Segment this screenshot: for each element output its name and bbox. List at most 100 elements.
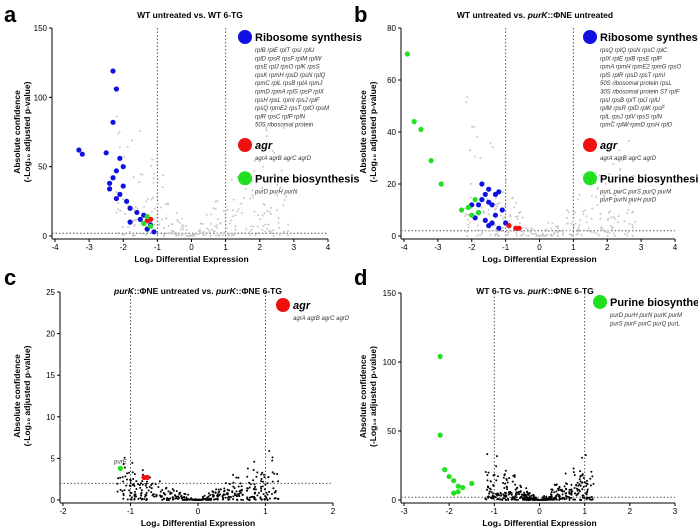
gene-point	[579, 480, 582, 483]
gene-point	[129, 498, 132, 501]
gene-point	[553, 232, 556, 235]
point-purine-biosynthesis	[451, 490, 457, 496]
gene-point	[267, 223, 270, 226]
gene-point	[268, 497, 271, 500]
point-ribosome-synthesis	[492, 212, 499, 218]
gene-point	[590, 230, 593, 233]
gene-point	[153, 495, 156, 498]
gene-point	[588, 230, 591, 233]
gene-point	[600, 146, 603, 149]
gene-point	[144, 233, 147, 236]
gene-point	[230, 178, 233, 181]
gene-point	[264, 223, 267, 226]
gene-point	[138, 232, 141, 235]
gene-point	[187, 498, 190, 501]
gene-point	[551, 222, 554, 225]
gene-point	[140, 491, 143, 494]
gene-point	[585, 498, 588, 501]
gene-point	[518, 222, 521, 225]
gene-point	[490, 491, 493, 494]
gene-point	[145, 482, 148, 485]
gene-point	[141, 483, 144, 486]
gene-point	[626, 211, 629, 214]
point-ribosome-synthesis	[107, 180, 113, 186]
gene-point	[214, 234, 217, 237]
gene-point	[222, 494, 225, 497]
gene-point	[476, 135, 479, 138]
gene-point	[207, 228, 210, 231]
legend-gene-list: rplM rpsR rplD rplK rpsF	[600, 106, 665, 112]
gene-point	[276, 183, 279, 186]
gene-point	[176, 498, 179, 501]
gene-point	[492, 474, 495, 477]
gene-point	[572, 225, 575, 228]
y-tick-label: 50	[38, 163, 47, 172]
y-axis-label: (-Log₁₀ adjusted p-value)	[368, 346, 378, 447]
gene-point	[505, 179, 508, 182]
gene-point	[627, 139, 630, 142]
gene-point	[466, 214, 469, 217]
gene-point	[574, 211, 577, 214]
y-axis-label: Absolute confidence	[12, 90, 22, 174]
gene-point	[592, 482, 595, 485]
gene-point	[214, 225, 217, 228]
gene-point	[159, 206, 162, 209]
x-tick-label: -4	[400, 243, 408, 252]
gene-point	[227, 498, 230, 501]
gene-point	[170, 229, 173, 232]
gene-point	[231, 491, 234, 494]
gene-point	[570, 483, 573, 486]
gene-point	[278, 227, 281, 230]
gene-point	[495, 455, 498, 458]
point-ribosome-synthesis	[486, 186, 492, 192]
gene-point	[124, 212, 127, 215]
gene-point	[551, 488, 554, 491]
gene-point	[489, 480, 492, 483]
gene-point	[515, 496, 518, 499]
gene-point	[608, 231, 611, 234]
gene-point	[576, 489, 579, 492]
legend-gene-list: rpsE rplJ rpsO rplK rpsS	[255, 65, 320, 71]
point-purine-biosynthesis	[455, 489, 461, 495]
gene-point	[143, 498, 146, 501]
gene-point	[147, 489, 150, 492]
gene-point	[191, 234, 194, 237]
gene-point	[122, 198, 125, 201]
gene-point	[138, 181, 141, 184]
gene-point	[252, 479, 255, 482]
gene-point	[232, 485, 235, 488]
title-part: purK	[113, 286, 135, 296]
x-tick-label: -3	[86, 243, 94, 252]
gene-point	[566, 222, 569, 225]
gene-point	[520, 486, 523, 489]
gene-point	[530, 494, 533, 497]
gene-point	[212, 207, 215, 210]
gene-point	[511, 496, 514, 499]
gene-point	[533, 498, 536, 501]
gene-point	[567, 495, 570, 498]
gene-point	[237, 476, 240, 479]
gene-point	[591, 207, 594, 210]
gene-point	[575, 233, 578, 236]
gene-point	[590, 194, 593, 197]
gene-point	[144, 495, 147, 498]
gene-point	[634, 221, 637, 224]
gene-point	[548, 497, 551, 500]
gene-point	[130, 496, 133, 499]
gene-point	[232, 473, 235, 476]
gene-point	[565, 216, 568, 219]
gene-point	[198, 498, 201, 501]
gene-point	[227, 234, 230, 237]
gene-point	[500, 494, 503, 497]
gene-point	[260, 477, 263, 480]
gene-point	[550, 491, 553, 494]
gene-point	[491, 494, 494, 497]
x-tick-label: 4	[673, 243, 678, 252]
gene-point	[117, 208, 120, 211]
gene-point	[119, 488, 122, 491]
gene-point	[577, 492, 580, 495]
legend-gene-list: rpsH rpsL rpmI rpsJ rplF	[255, 98, 320, 104]
gene-point	[183, 498, 186, 501]
point-ribosome-synthesis	[107, 186, 113, 192]
gene-point	[118, 131, 121, 134]
